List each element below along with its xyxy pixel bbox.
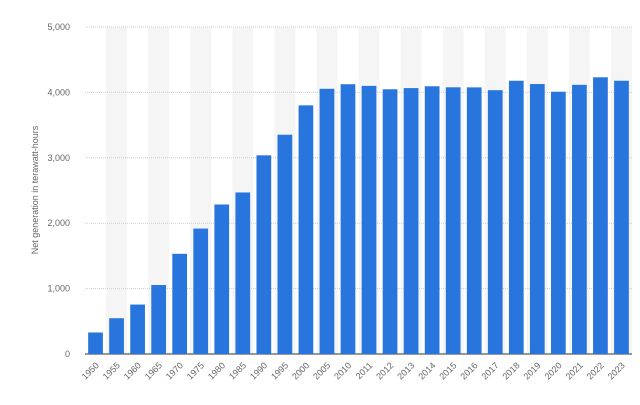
x-tick-label: 1950 [80,360,101,381]
x-tick-label: 2005 [311,360,332,381]
y-tick-label: 1,000 [47,284,70,294]
bar-2017 [487,90,503,355]
x-tick-label: 2019 [522,360,543,381]
x-tick-label: 1960 [122,360,143,381]
x-tick-label: 2015 [437,360,458,381]
bar-1955 [109,318,124,354]
x-tick-label: 1970 [164,360,185,381]
y-tick-label: 3,000 [47,153,70,163]
bar-2022 [593,77,608,354]
bar-1950 [88,332,103,354]
bar-2015 [445,87,461,354]
bar-1980 [214,204,230,354]
x-tick-label: 1975 [185,360,206,381]
x-tick-label: 2000 [290,360,311,381]
x-tick-label: 1995 [269,360,290,381]
x-tick-label: 1990 [248,360,269,381]
x-tick-label: 2020 [543,360,564,381]
bar-2012 [382,89,398,354]
y-tick-label: 4,000 [47,87,70,97]
bar-2010 [340,84,356,354]
bar-2011 [361,85,377,355]
bar-1995 [277,134,293,354]
bar-1960 [130,304,145,354]
x-tick-label: 2016 [458,360,479,381]
bar-2016 [466,87,482,354]
x-tick-label: 2011 [354,360,375,381]
bar-2013 [403,88,419,354]
bar-2018 [508,80,524,355]
bar-2019 [529,84,545,354]
y-tick-label: 5,000 [47,22,70,32]
bar-2000 [298,105,314,354]
bar-1970 [172,253,188,354]
x-tick-label: 2010 [332,360,353,381]
y-tick-label: 0 [65,349,70,359]
bar-2023 [614,80,629,355]
bar-1965 [151,285,166,354]
bar-2014 [424,86,440,354]
x-tick-label: 1955 [101,360,122,381]
x-tick-label: 2014 [416,360,437,381]
x-tick-label: 1980 [206,360,227,381]
background-band [148,27,170,354]
bar-1975 [193,228,209,354]
x-tick-label: 1985 [227,360,248,381]
x-tick-label: 2017 [479,360,500,381]
bar-1985 [235,192,251,354]
y-tick-label: 2,000 [47,218,70,228]
bar-2020 [551,91,566,354]
x-tick-label: 1965 [143,360,164,381]
x-tick-label: 2023 [606,360,627,381]
x-tick-label: 2018 [500,360,521,381]
x-tick-label: 2022 [585,360,606,381]
x-tick-label: 2021 [564,360,585,381]
bar-2005 [319,88,335,354]
y-axis-label: Net generation in terawatt-hours [30,125,40,254]
bar-1990 [256,155,272,354]
x-tick-label: 2013 [395,360,416,381]
background-band [106,27,128,354]
x-tick-label: 2012 [374,360,395,381]
bar-2021 [572,84,587,354]
